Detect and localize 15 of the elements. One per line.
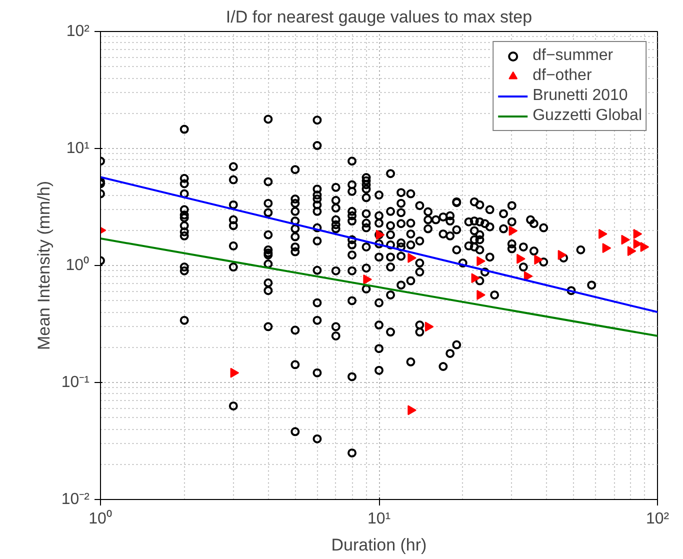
y-tick-label: 10⁻² (61, 491, 90, 508)
y-tick-label: 10⁰ (66, 256, 90, 274)
legend-label: Brunetti 2010 (532, 87, 628, 105)
legend-label: df−other (532, 67, 592, 85)
y-tick-label: 10² (66, 23, 90, 40)
x-tick-label: 10² (646, 510, 670, 528)
x-tick-label: 10¹ (367, 510, 391, 528)
x-tick-label: 10⁰ (88, 510, 112, 528)
y-tick-label: 10¹ (66, 140, 90, 157)
y-tick-label: 10⁻¹ (61, 374, 90, 391)
y-axis-title: Mean Intensity (mm/h) (34, 180, 54, 350)
chart-title: I/D for nearest gauge values to max step (226, 8, 532, 26)
legend-label: Guzzetti Global (532, 107, 642, 125)
legend-label: df−summer (532, 47, 614, 65)
x-axis-title: Duration (hr) (331, 536, 427, 554)
